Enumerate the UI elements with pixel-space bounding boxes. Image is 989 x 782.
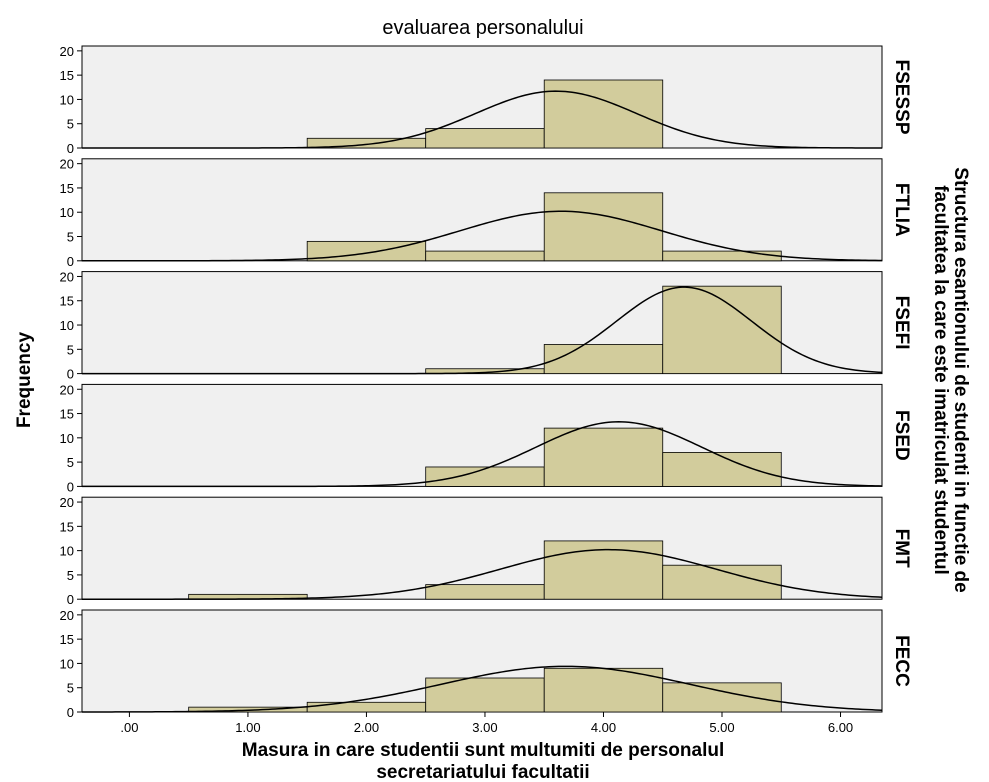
panel-label-fsessp: FSESSP <box>891 60 912 135</box>
y-tick-label: 10 <box>60 656 74 671</box>
histogram-bar <box>306 701 427 713</box>
normal-curve <box>82 421 883 488</box>
chart-title: evaluarea personalului <box>382 17 583 39</box>
histogram-bar <box>543 344 664 375</box>
y-tick-label: 0 <box>67 141 74 156</box>
y-tick-label: 5 <box>67 455 74 470</box>
y-tick-label: 20 <box>60 157 74 172</box>
x-tick-label: 5.00 <box>709 720 734 735</box>
y-tick-label: 20 <box>60 44 74 59</box>
histogram-bar <box>543 192 664 262</box>
y-tick-label: 0 <box>67 479 74 494</box>
panel-label-ftlia: FTLIA <box>891 183 912 237</box>
normal-curve <box>82 548 883 600</box>
y-tick-label: 0 <box>67 254 74 269</box>
x-axis-title-line-1: Masura in care studentii sunt multumiti … <box>242 740 724 761</box>
x-axis-title-line-2: secretariatului facultatii <box>376 762 589 782</box>
y-tick-label: 10 <box>60 431 74 446</box>
y-tick-label: 10 <box>60 318 74 333</box>
normal-curve <box>82 210 883 262</box>
panel-fsed: 0 5 10 15 20 FSED <box>60 382 912 494</box>
y-tick-label: 10 <box>60 544 74 559</box>
y-tick-label: 5 <box>67 342 74 357</box>
y-tick-label: 0 <box>67 367 74 382</box>
y-tick-label: 15 <box>60 68 74 83</box>
right-axis-title-line-1: Structura esantionului de studenti in fu… <box>950 167 971 592</box>
x-tick-label: 2.00 <box>354 720 379 735</box>
panel-background <box>81 158 883 262</box>
panel-label-fsed: FSED <box>891 410 912 461</box>
y-axis-title: Frequency <box>14 332 35 429</box>
x-tick-label: 4.00 <box>591 720 616 735</box>
y-tick-label: 15 <box>60 294 74 309</box>
histogram-bar <box>662 285 782 374</box>
y-tick-label: 0 <box>67 592 74 607</box>
y-tick-label: 0 <box>67 705 74 720</box>
x-axis: .00 1.00 2.00 3.00 4.00 5.00 6.00 <box>120 712 853 735</box>
histogram-bar <box>543 79 664 149</box>
y-tick-label: 15 <box>60 407 74 422</box>
histogram-bar <box>543 540 664 600</box>
panel-label-fmt: FMT <box>891 529 912 568</box>
histogram-bar <box>543 427 664 487</box>
y-tick-label: 20 <box>60 269 74 284</box>
panel-ftlia: 0 5 10 15 20 FTLIA <box>60 157 912 269</box>
x-tick-label: 6.00 <box>828 720 853 735</box>
normal-curve <box>81 665 883 713</box>
y-tick-label: 5 <box>67 117 74 132</box>
panel-fsessp: 0 5 10 15 20 FSESSP <box>60 44 912 156</box>
y-tick-label: 15 <box>60 519 74 534</box>
x-tick-label: 1.00 <box>235 720 260 735</box>
y-tick-label: 10 <box>60 92 74 107</box>
x-tick-label: .00 <box>120 720 138 735</box>
panel-label-fsefi: FSEFI <box>891 296 912 350</box>
panel-fsefi: 0 5 10 15 20 FSEFI <box>60 269 912 381</box>
histogram-bar <box>662 451 782 487</box>
y-tick-label: 5 <box>67 681 74 696</box>
histogram-bar <box>425 128 545 149</box>
y-tick-label: 5 <box>67 230 74 245</box>
y-tick-label: 15 <box>60 181 74 196</box>
histogram-bar <box>662 250 782 262</box>
y-tick-label: 10 <box>60 205 74 220</box>
y-tick-label: 20 <box>60 608 74 623</box>
histogram-bar <box>425 466 545 487</box>
y-tick-label: 15 <box>60 632 74 647</box>
y-tick-label: 20 <box>60 382 74 397</box>
histogram-bar <box>425 250 545 262</box>
histogram-bar <box>662 682 782 713</box>
chart-panels: 0 5 10 15 20 FSESSP 0 5 10 15 20 FTLIA 0 5 10 15 20 FSEFI… <box>60 44 912 720</box>
x-tick-label: 3.00 <box>472 720 497 735</box>
y-tick-label: 5 <box>67 568 74 583</box>
normal-curve <box>82 286 883 375</box>
panel-fecc: 0 5 10 15 20 FECC <box>60 608 912 720</box>
histogram-bar <box>425 584 545 600</box>
panel-fmt: 0 5 10 15 20 FMT <box>60 495 912 607</box>
panel-label-fecc: FECC <box>891 635 912 687</box>
normal-curve <box>82 90 882 149</box>
right-axis-title-line-2: facultatea la care este imatriculat stud… <box>930 185 951 575</box>
y-tick-label: 20 <box>60 495 74 510</box>
